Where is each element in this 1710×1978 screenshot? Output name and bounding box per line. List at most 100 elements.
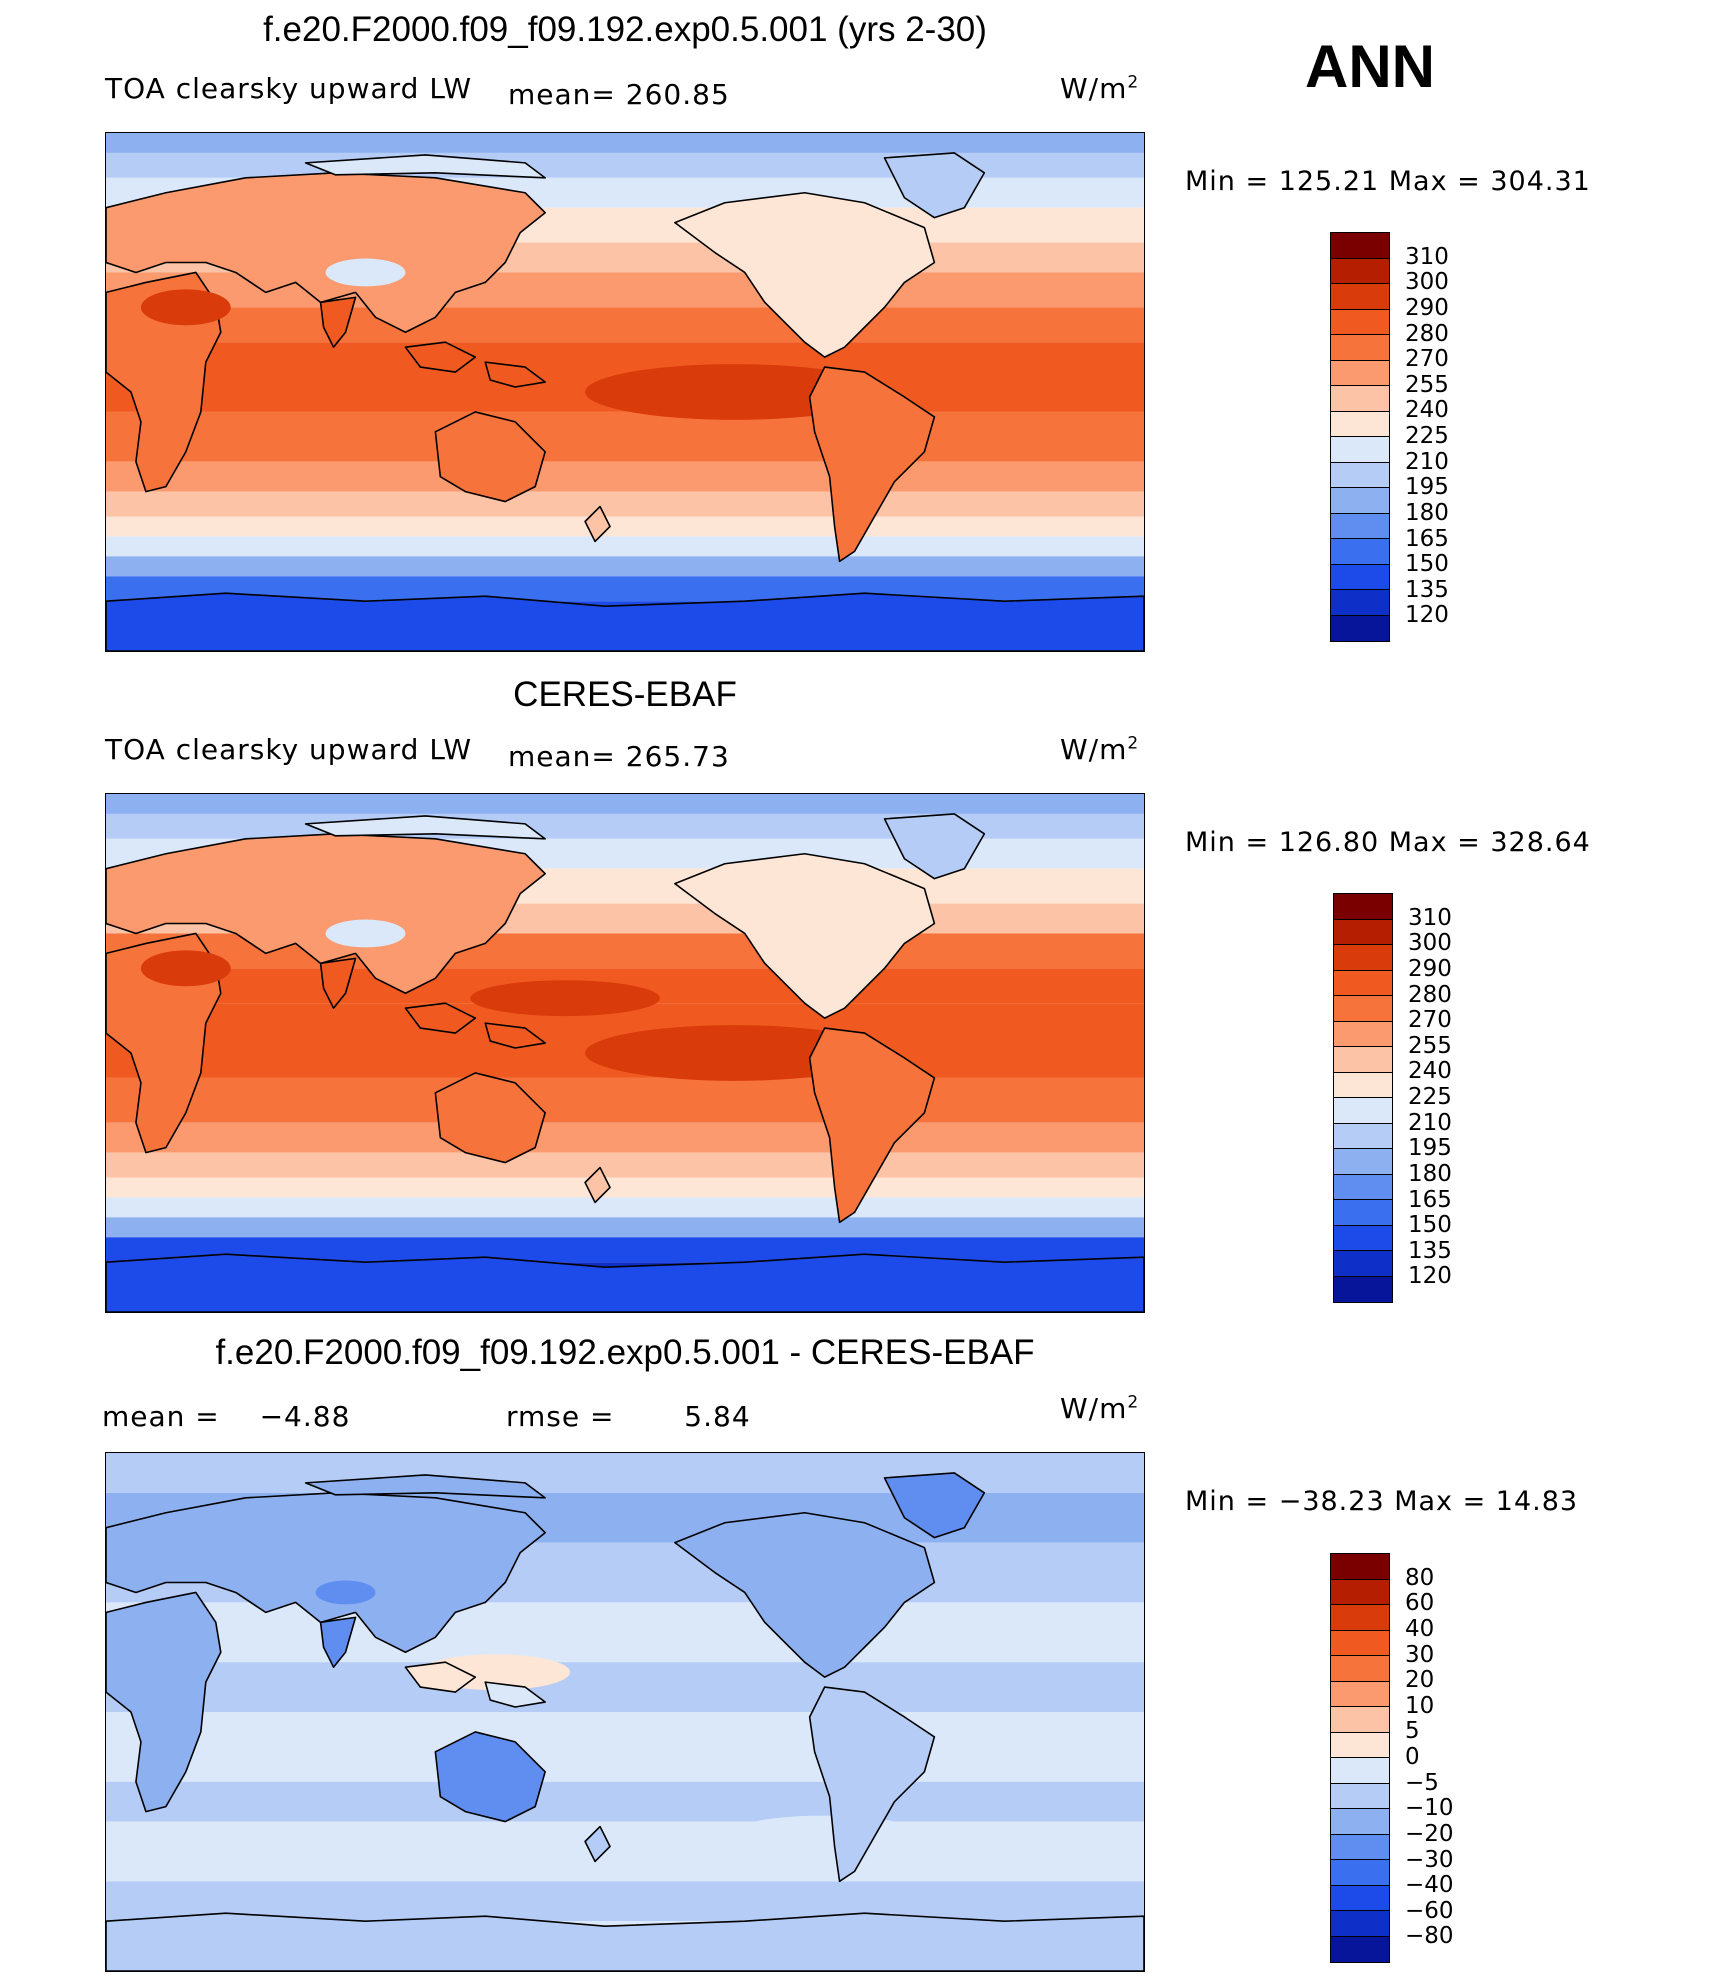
panel-2-units: W/m2 <box>1060 733 1140 766</box>
colorbar-tick-label: −5 <box>1405 1769 1439 1796</box>
panel-2-mean: mean= 265.73 <box>508 740 730 773</box>
colorbar-swatch <box>1331 1834 1389 1860</box>
colorbar-swatch <box>1334 1276 1392 1302</box>
panel-1-units: W/m2 <box>1060 72 1140 105</box>
panel-1-map-svg <box>106 133 1144 651</box>
colorbar-tick-label: 80 <box>1405 1564 1435 1591</box>
colorbar-swatch <box>1334 1123 1392 1149</box>
colorbar-tick-label: 240 <box>1405 397 1449 424</box>
colorbar-tick-label: −20 <box>1405 1820 1454 1847</box>
colorbar-swatch <box>1331 1885 1389 1911</box>
colorbar-swatch <box>1334 1021 1392 1047</box>
panel-3-map-svg <box>106 1453 1144 1971</box>
colorbar-tick-label: −30 <box>1405 1846 1454 1873</box>
colorbar-swatch <box>1331 360 1389 386</box>
colorbar-swatch <box>1331 615 1389 641</box>
colorbar-swatch <box>1331 590 1389 616</box>
colorbar-tick-label: 135 <box>1408 1237 1452 1264</box>
colorbar-swatch <box>1331 309 1389 335</box>
panel-3-min-max: Min = −38.23 Max = 14.83 <box>1185 1486 1579 1517</box>
colorbar-swatch <box>1331 488 1389 514</box>
panel-2-colorbar <box>1333 893 1393 1303</box>
colorbar-swatch <box>1331 386 1389 412</box>
colorbar-tick-label: 60 <box>1405 1590 1435 1617</box>
panel-2-title: CERES-EBAF <box>513 675 737 714</box>
colorbar-swatch <box>1331 1554 1389 1580</box>
colorbar-swatch <box>1331 1630 1389 1656</box>
colorbar-swatch <box>1331 564 1389 590</box>
colorbar-swatch <box>1331 1605 1389 1631</box>
panel-3-title: f.e20.F2000.f09_f09.192.exp0.5.001 - CER… <box>215 1333 1035 1372</box>
colorbar-tick-label: 180 <box>1405 499 1449 526</box>
colorbar-swatch <box>1331 513 1389 539</box>
panel-1-mean: mean= 260.85 <box>508 78 730 111</box>
colorbar-tick-label: 120 <box>1405 602 1449 629</box>
colorbar-swatch <box>1334 1251 1392 1277</box>
colorbar-tick-label: 150 <box>1408 1212 1452 1239</box>
colorbar-tick-label: 210 <box>1405 448 1449 475</box>
panel-3-mean-label: mean = <box>102 1400 220 1433</box>
colorbar-tick-label: 225 <box>1405 423 1449 449</box>
panel-3-colorbar <box>1330 1553 1390 1963</box>
colorbar-swatch <box>1331 1758 1389 1784</box>
panel-2-variable: TOA clearsky upward LW <box>105 733 473 766</box>
colorbar-swatch <box>1334 894 1392 920</box>
colorbar-tick-label: 270 <box>1405 346 1449 373</box>
colorbar-swatch <box>1331 1707 1389 1733</box>
panel-3-units: W/m2 <box>1060 1392 1140 1425</box>
colorbar-tick-label: 255 <box>1405 371 1449 398</box>
panel-2-min-max: Min = 126.80 Max = 328.64 <box>1185 827 1591 858</box>
colorbar-swatch <box>1331 411 1389 437</box>
colorbar-swatch <box>1331 1681 1389 1707</box>
panel-3-rmse: rmse = 5.84 <box>506 1400 751 1433</box>
colorbar-swatch <box>1334 1072 1392 1098</box>
colorbar-swatch <box>1331 1783 1389 1809</box>
colorbar-swatch <box>1331 1936 1389 1962</box>
panel-2-map <box>105 793 1145 1313</box>
panel-3-rmse-value: 5.84 <box>684 1400 751 1433</box>
colorbar-swatch <box>1334 1200 1392 1226</box>
colorbar-swatch <box>1331 1809 1389 1835</box>
colorbar-tick-label: 120 <box>1408 1263 1452 1290</box>
panel-2-map-svg <box>106 794 1144 1312</box>
colorbar-swatch <box>1334 1047 1392 1073</box>
colorbar-swatch <box>1334 996 1392 1022</box>
colorbar-tick-label: 290 <box>1408 955 1452 982</box>
colorbar-tick-label: 270 <box>1408 1007 1452 1034</box>
colorbar-swatch <box>1334 919 1392 945</box>
colorbar-tick-label: −80 <box>1405 1923 1454 1950</box>
panel-3-mean: mean = −4.88 <box>102 1400 350 1433</box>
colorbar-tick-label: 195 <box>1405 474 1449 501</box>
colorbar-tick-label: 0 <box>1405 1744 1420 1770</box>
colorbar-tick-label: 310 <box>1408 904 1452 931</box>
colorbar-swatch <box>1334 1174 1392 1200</box>
panel-1-colorbar <box>1330 232 1390 642</box>
colorbar-tick-label: 300 <box>1405 269 1449 296</box>
colorbar-swatch <box>1334 945 1392 971</box>
colorbar-swatch <box>1331 258 1389 284</box>
panel-1-map <box>105 132 1145 652</box>
colorbar-tick-label: 135 <box>1405 576 1449 603</box>
panel-3-map <box>105 1452 1145 1972</box>
panel-1-mean-label: mean= <box>508 78 616 111</box>
colorbar-swatch <box>1331 462 1389 488</box>
panel-1-min-max: Min = 125.21 Max = 304.31 <box>1185 166 1591 197</box>
colorbar-swatch <box>1331 284 1389 310</box>
panel-3-rmse-label: rmse = <box>506 1400 615 1433</box>
season-label: ANN <box>1305 33 1435 100</box>
colorbar-swatch <box>1334 1098 1392 1124</box>
colorbar-swatch <box>1331 1860 1389 1886</box>
colorbar-swatch <box>1331 1579 1389 1605</box>
colorbar-tick-label: 180 <box>1408 1160 1452 1187</box>
colorbar-tick-label: 20 <box>1405 1667 1435 1694</box>
colorbar-swatch <box>1331 335 1389 361</box>
colorbar-tick-label: 290 <box>1405 294 1449 321</box>
colorbar-swatch <box>1334 1149 1392 1175</box>
colorbar-tick-label: 40 <box>1405 1615 1435 1642</box>
colorbar-tick-label: 310 <box>1405 243 1449 270</box>
panel-3-mean-value: −4.88 <box>259 1400 351 1433</box>
panel-2-mean-value: 265.73 <box>625 740 730 773</box>
panel-1-variable: TOA clearsky upward LW <box>105 72 473 105</box>
colorbar-swatch <box>1331 539 1389 565</box>
panel-2-mean-label: mean= <box>508 740 616 773</box>
